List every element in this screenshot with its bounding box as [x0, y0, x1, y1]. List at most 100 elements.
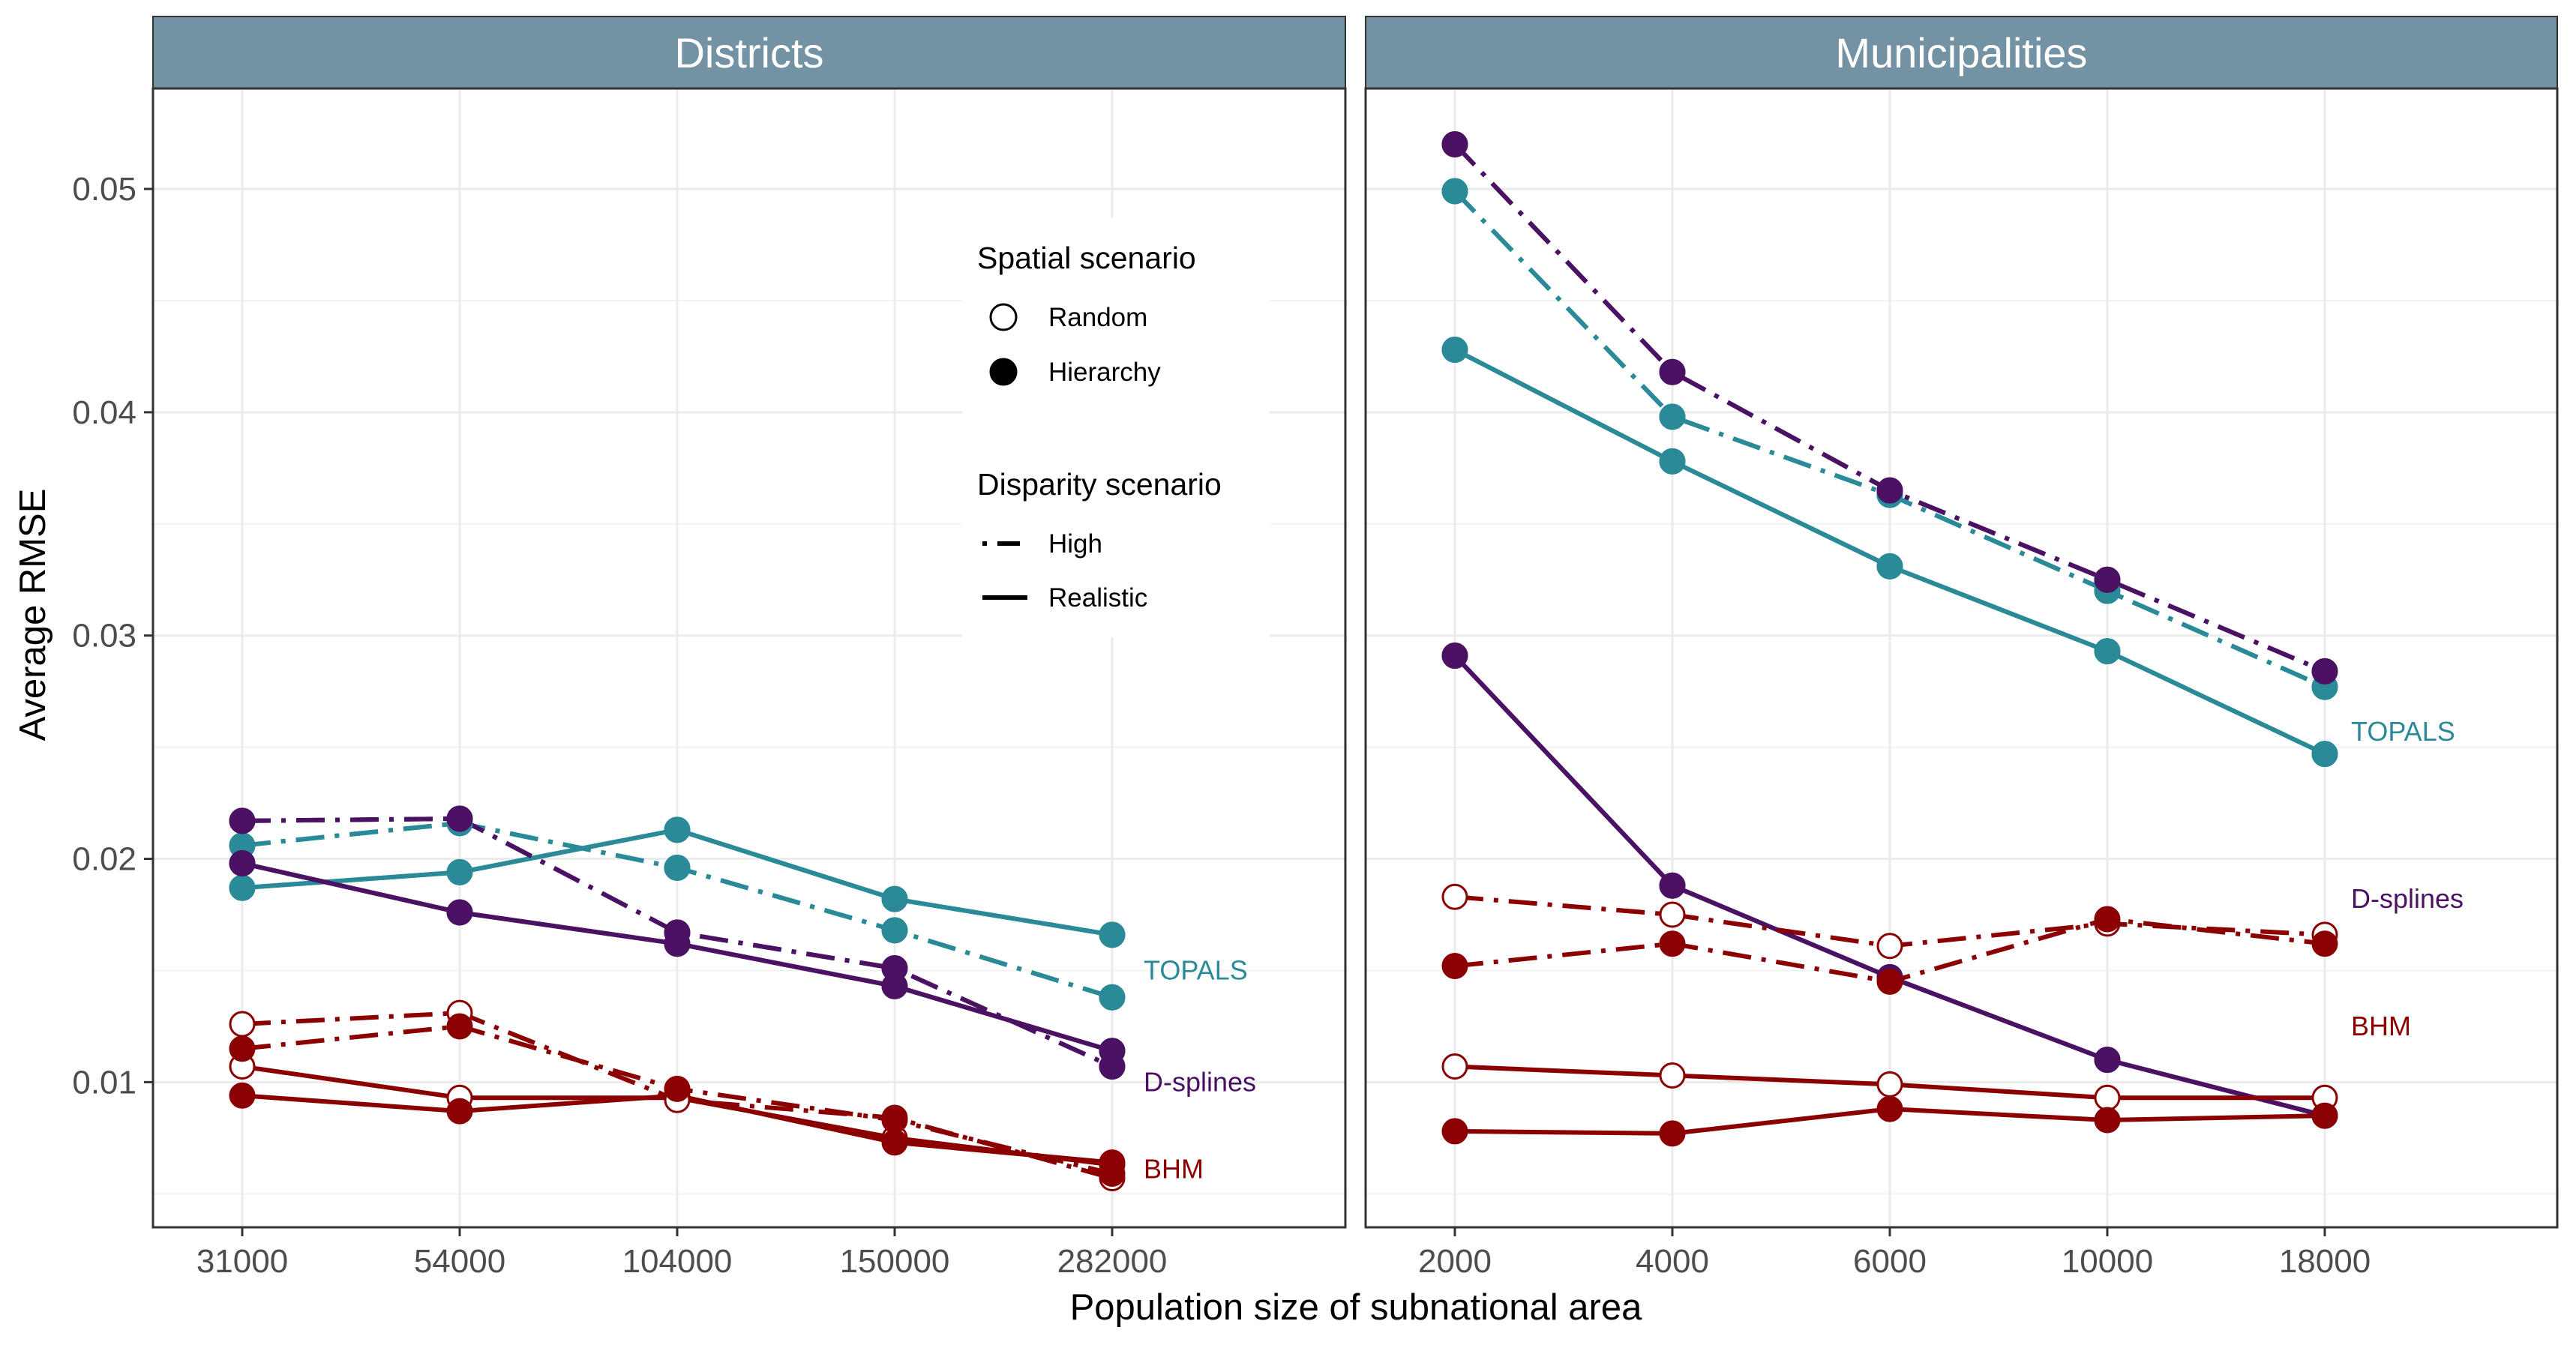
panel-strip-label: Districts: [674, 29, 823, 76]
data-point: [881, 1107, 908, 1134]
x-tick-label: 2000: [1418, 1243, 1492, 1280]
data-point: [1659, 901, 1686, 928]
data-point: [1441, 178, 1468, 205]
data-point: [2094, 906, 2121, 933]
panel-strip: [152, 16, 1346, 89]
data-point: [2311, 1102, 2338, 1129]
data-point: [446, 858, 473, 885]
data-point: [664, 1075, 691, 1102]
y-tick-label: 0.01: [72, 1064, 136, 1101]
x-tick-label: 150000: [840, 1243, 950, 1280]
panel-strip: [1365, 16, 2558, 89]
data-point: [1441, 1053, 1468, 1080]
legend-marker-random: [989, 303, 1018, 331]
data-point: [1099, 1161, 1126, 1188]
data-point: [881, 885, 908, 912]
x-tick-label: 31000: [196, 1243, 288, 1280]
method-label-bhm: BHM: [1144, 1154, 1204, 1185]
panel-municipalities: Municipalities TOPALS D-splines BHM 2000 4000…: [1364, 16, 2559, 1280]
panel-border: [1364, 87, 2559, 1229]
x-tick-label: 54000: [414, 1243, 505, 1280]
legend-label-high: High: [1048, 529, 1102, 559]
data-point: [2311, 741, 2338, 768]
legend-spatial-title: Spatial scenario: [977, 241, 1196, 275]
data-point: [1099, 984, 1126, 1011]
legend-disparity-title: Disparity scenario: [977, 467, 1222, 502]
data-point: [664, 854, 691, 881]
legend-label-hierarchy: Hierarchy: [1048, 358, 1161, 387]
data-point: [1659, 872, 1686, 899]
legend-marker-hierarchy: [989, 358, 1018, 386]
data-point: [1876, 553, 1903, 580]
data-point: [1876, 968, 1903, 995]
panel-strip-label: Municipalities: [1835, 29, 2087, 76]
legend-label-realistic: Realistic: [1048, 583, 1147, 613]
x-tick-label: 10000: [2062, 1243, 2153, 1280]
data-point: [2094, 1047, 2121, 1074]
data-point: [2094, 1107, 2121, 1134]
data-point: [1659, 358, 1686, 385]
data-point: [2094, 1084, 2121, 1111]
data-point: [446, 1098, 473, 1125]
series-line-d-splines-high-hierarchy: [241, 816, 1114, 1069]
data-point: [446, 805, 473, 832]
data-point: [1876, 477, 1903, 504]
legend-label-random: Random: [1048, 303, 1147, 332]
gridlines: [1366, 88, 2557, 1227]
data-point: [881, 1129, 908, 1156]
data-point: [1441, 1118, 1468, 1145]
data-point: [1099, 1053, 1126, 1080]
x-tick-label: 282000: [1057, 1243, 1168, 1280]
data-point: [1659, 930, 1686, 957]
method-label-d-splines: D-splines: [1144, 1066, 1256, 1097]
y-axis-title: Average RMSE: [13, 489, 53, 741]
data-point: [1659, 403, 1686, 430]
data-point: [881, 955, 908, 982]
data-point: [229, 1011, 256, 1038]
data-point: [1441, 130, 1468, 157]
data-point: [664, 919, 691, 946]
x-tick-label: 104000: [622, 1243, 733, 1280]
data-point: [229, 1082, 256, 1109]
data-point: [881, 917, 908, 944]
method-label-topals: TOPALS: [2351, 716, 2455, 747]
data-point: [229, 850, 256, 877]
data-point: [229, 1035, 256, 1062]
data-point: [2311, 658, 2338, 684]
method-label-bhm: BHM: [2351, 1011, 2411, 1041]
data-point: [1441, 336, 1468, 363]
x-axis-title: Population size of subnational area: [1070, 1287, 1643, 1328]
data-point: [1876, 933, 1903, 960]
y-tick-label: 0.05: [72, 171, 136, 208]
data-point: [229, 874, 256, 901]
data-point: [229, 807, 256, 834]
data-point: [1659, 1062, 1686, 1089]
panel-districts: Districts TOPALS D-splines BHM 31000 54000 104…: [72, 16, 1347, 1280]
data-point: [1876, 1071, 1903, 1098]
data-point: [1659, 1120, 1686, 1147]
legend-background: [962, 217, 1270, 637]
data-point: [446, 1013, 473, 1040]
data-point: [1441, 643, 1468, 670]
data-point: [2094, 566, 2121, 593]
panels-layer: Districts TOPALS D-splines BHM 31000 54000 104…: [72, 16, 2559, 1280]
legend: Spatial scenario Random Hierarchy Disparity…: [962, 217, 1270, 637]
data-point: [1659, 448, 1686, 475]
method-label-d-splines: D-splines: [2351, 883, 2464, 914]
data-point: [1441, 883, 1468, 910]
y-tick-label: 0.02: [72, 841, 136, 878]
series-points: [229, 805, 1126, 1191]
x-tick-label: 4000: [1636, 1243, 1709, 1280]
plot-background: [1366, 88, 2557, 1227]
data-point: [2311, 930, 2338, 957]
x-tick-label: 18000: [2279, 1243, 2371, 1280]
data-point: [1876, 1095, 1903, 1122]
panel-border: [151, 87, 1347, 1229]
y-tick-label: 0.04: [72, 394, 136, 431]
data-point: [664, 816, 691, 843]
x-tick-label: 6000: [1853, 1243, 1927, 1280]
data-point: [2094, 638, 2121, 665]
series-points: [1441, 130, 2338, 1147]
data-point: [446, 899, 473, 926]
